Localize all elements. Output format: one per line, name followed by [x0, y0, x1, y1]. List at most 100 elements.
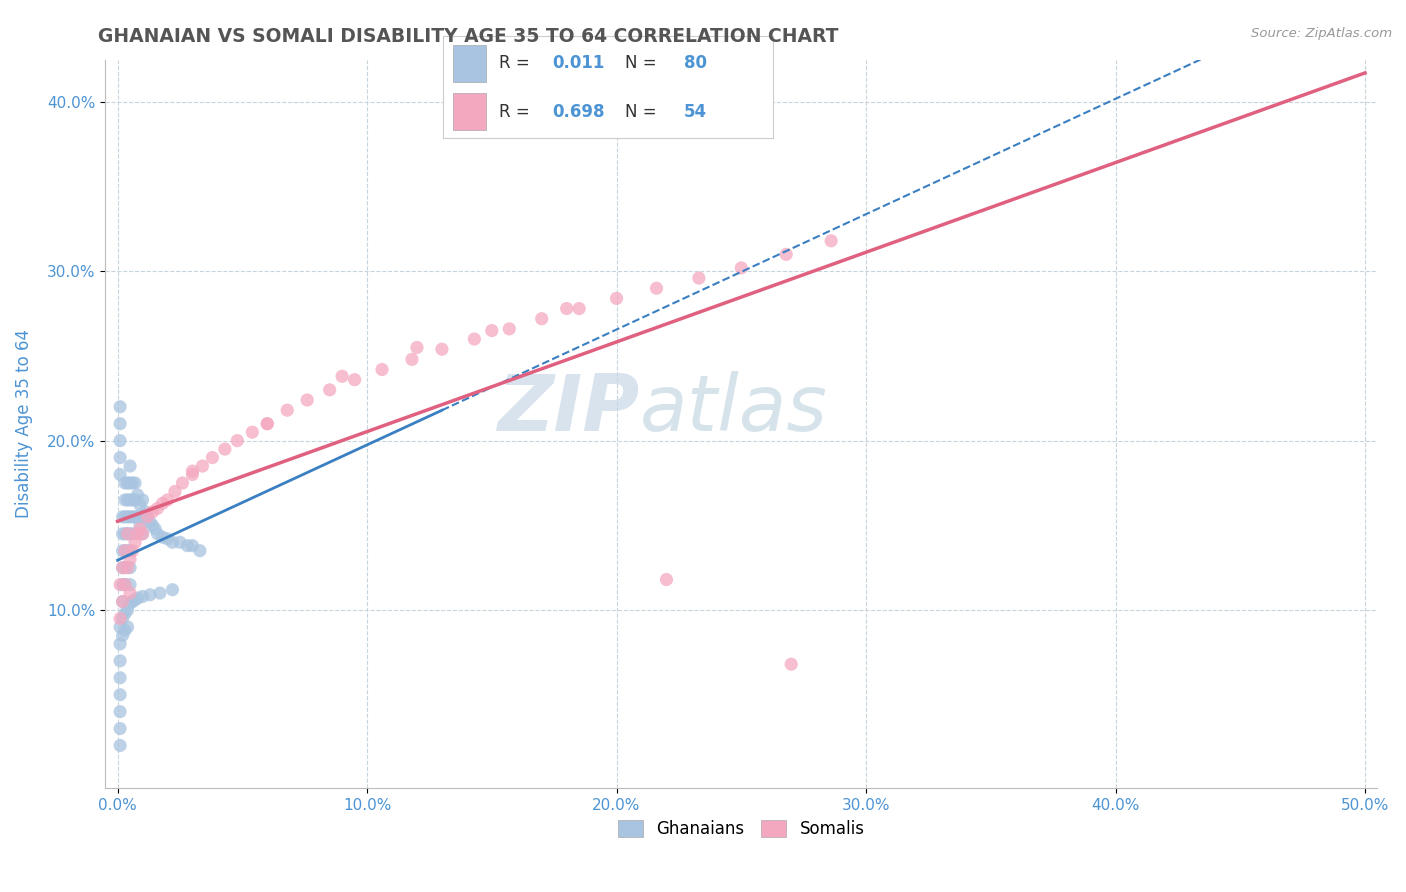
Point — [108, 611, 131, 625]
Point — [108, 739, 131, 753]
Text: 0.698: 0.698 — [553, 103, 605, 120]
Point — [129, 522, 152, 536]
Point — [121, 509, 143, 524]
Point — [256, 417, 278, 431]
Point — [430, 342, 453, 356]
Point — [124, 592, 146, 607]
Point — [820, 234, 842, 248]
Point — [121, 526, 143, 541]
Point — [181, 539, 204, 553]
Point — [139, 515, 162, 529]
Point — [120, 526, 142, 541]
Point — [111, 594, 134, 608]
Point — [156, 492, 179, 507]
Point — [188, 543, 211, 558]
Point — [201, 450, 224, 465]
Point — [121, 543, 143, 558]
Point — [111, 628, 134, 642]
Point — [108, 620, 131, 634]
Text: R =: R = — [499, 54, 536, 72]
Point — [134, 505, 156, 519]
Point — [146, 501, 169, 516]
Text: N =: N = — [624, 54, 661, 72]
Point — [120, 509, 142, 524]
Point — [108, 654, 131, 668]
Bar — [453, 93, 486, 130]
Point — [114, 526, 136, 541]
Point — [111, 509, 134, 524]
Y-axis label: Disability Age 35 to 64: Disability Age 35 to 64 — [15, 329, 32, 518]
Point — [127, 509, 149, 524]
Point — [136, 509, 159, 524]
Point — [124, 492, 146, 507]
Text: ZIP: ZIP — [498, 371, 640, 447]
Point — [226, 434, 249, 448]
Point — [117, 543, 139, 558]
Point — [108, 688, 131, 702]
Point — [117, 526, 139, 541]
Point — [169, 535, 191, 549]
Point — [530, 311, 553, 326]
Point — [127, 488, 149, 502]
Point — [111, 594, 134, 608]
Point — [730, 260, 752, 275]
Point — [111, 560, 134, 574]
Point — [127, 526, 149, 541]
Point — [129, 498, 152, 512]
Point — [120, 458, 142, 473]
Point — [775, 247, 797, 261]
Point — [124, 475, 146, 490]
Point — [117, 475, 139, 490]
Point — [114, 509, 136, 524]
Point — [121, 594, 143, 608]
Text: 0.011: 0.011 — [553, 54, 605, 72]
Point — [111, 577, 134, 591]
Point — [688, 271, 710, 285]
Point — [114, 543, 136, 558]
Point — [114, 577, 136, 591]
Point — [108, 434, 131, 448]
Point — [295, 392, 318, 407]
Point — [120, 577, 142, 591]
Text: R =: R = — [499, 103, 536, 120]
Point — [240, 425, 263, 440]
Point — [149, 586, 172, 600]
Point — [780, 657, 803, 672]
Point — [108, 467, 131, 482]
Point — [146, 526, 169, 541]
Point — [108, 722, 131, 736]
Point — [256, 417, 278, 431]
Point — [117, 603, 139, 617]
Point — [111, 611, 134, 625]
Point — [131, 492, 153, 507]
Point — [163, 484, 186, 499]
Point — [191, 458, 214, 473]
Point — [655, 573, 678, 587]
Point — [124, 509, 146, 524]
Point — [108, 450, 131, 465]
Point — [555, 301, 578, 316]
Point — [172, 475, 194, 490]
Point — [108, 637, 131, 651]
Point — [481, 324, 503, 338]
Point — [136, 509, 159, 524]
Point — [152, 530, 174, 544]
Point — [117, 526, 139, 541]
Point — [318, 383, 340, 397]
Point — [114, 560, 136, 574]
Point — [156, 532, 179, 546]
Point — [114, 543, 136, 558]
Text: GHANAIAN VS SOMALI DISABILITY AGE 35 TO 64 CORRELATION CHART: GHANAIAN VS SOMALI DISABILITY AGE 35 TO … — [98, 27, 839, 45]
Point — [111, 543, 134, 558]
Point — [463, 332, 485, 346]
Point — [152, 496, 174, 510]
Point — [162, 582, 184, 597]
Point — [117, 560, 139, 574]
Point — [120, 543, 142, 558]
Point — [124, 535, 146, 549]
Bar — [453, 45, 486, 82]
Point — [127, 591, 149, 606]
Point — [120, 492, 142, 507]
Point — [568, 301, 591, 316]
Point — [117, 620, 139, 634]
